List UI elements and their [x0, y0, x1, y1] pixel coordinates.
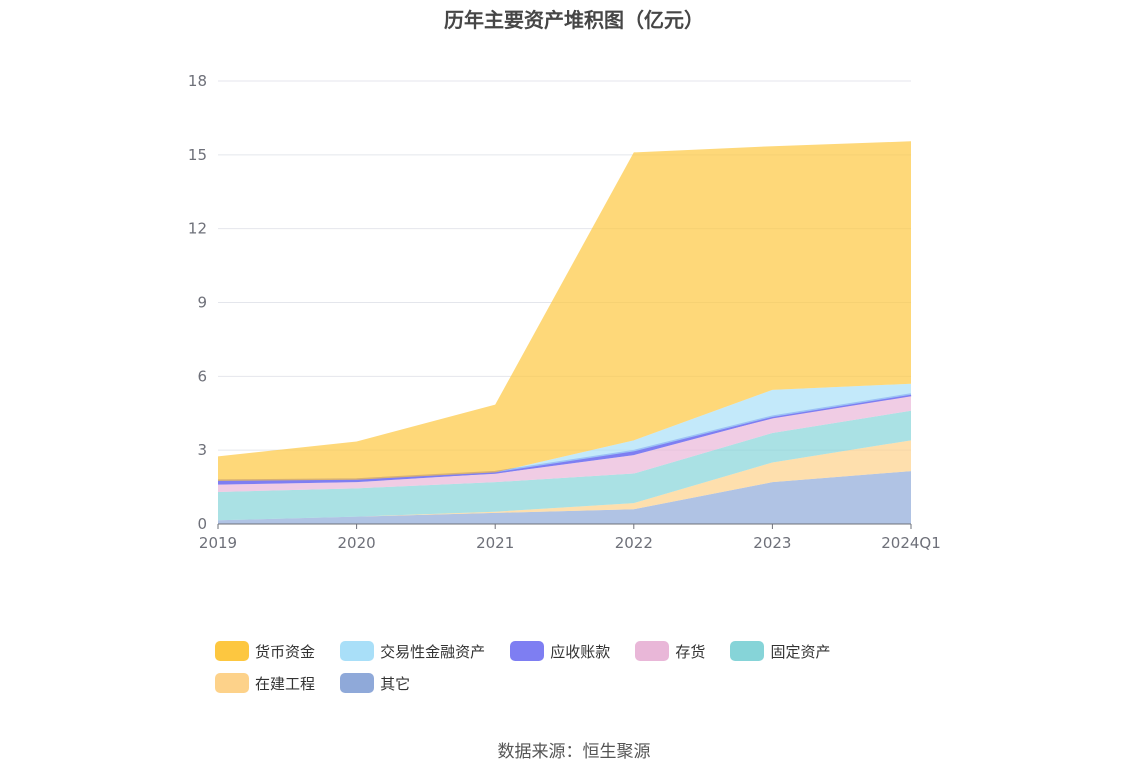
data-source: 数据来源：恒生聚源 [497, 742, 651, 762]
legend-item-zaijian[interactable]: 在建工程 [215, 672, 315, 694]
y-tick-label: 12 [188, 220, 207, 238]
x-tick-label: 2020 [338, 534, 376, 552]
area-series [218, 471, 911, 524]
legend-item-guding[interactable]: 固定资产 [730, 640, 830, 662]
y-tick-label: 18 [188, 72, 207, 90]
area-series [218, 440, 911, 521]
area-series-line [217, 393, 912, 483]
legend-label: 其它 [380, 674, 411, 693]
legend-swatch [215, 673, 249, 693]
legend-swatch [635, 641, 670, 661]
legend-label: 存货 [675, 642, 706, 661]
chart-title: 历年主要资产堆积图（亿元） [444, 8, 704, 32]
legend-swatch [340, 673, 375, 693]
y-tick-label: 9 [197, 294, 207, 312]
x-tick-label: 2021 [476, 534, 514, 552]
area-series [218, 410, 911, 521]
legend-label: 应收账款 [550, 642, 611, 661]
legend-item-qita[interactable]: 其它 [340, 672, 410, 694]
area-series [218, 396, 911, 493]
y-tick-label: 6 [197, 367, 207, 385]
y-tick-label: 3 [197, 441, 207, 459]
x-tick-label: 2024Q1 [881, 534, 941, 552]
x-tick-label: 2023 [753, 534, 791, 552]
legend-label: 在建工程 [255, 674, 316, 693]
y-tick-label: 15 [188, 146, 207, 164]
area-series [218, 383, 911, 481]
legend-item-cunhuo[interactable]: 存货 [635, 640, 705, 662]
legend-swatch [730, 641, 765, 661]
x-tick-label: 2019 [199, 534, 237, 552]
legend-swatch [215, 641, 249, 661]
stacked-area-chart: 0 3 6 9 12 15 18 2019 2020 2021 2022 2023 2024Q1 [188, 72, 941, 552]
legend-label: 固定资产 [770, 642, 831, 661]
legend-label: 货币资金 [255, 642, 316, 661]
legend-item-jiaoyi[interactable]: 交易性金融资产 [340, 640, 485, 662]
legend-label: 交易性金融资产 [380, 642, 486, 661]
chart-legend: 货币资金 交易性金融资产 应收账款 存货 固定资产 在建工程 其它 [215, 640, 975, 704]
legend-item-huobi[interactable]: 货币资金 [215, 640, 315, 662]
legend-swatch [510, 641, 545, 661]
y-tick-label: 0 [197, 515, 207, 533]
legend-swatch [340, 641, 375, 661]
area-series [218, 141, 911, 481]
x-tick-label: 2022 [615, 534, 653, 552]
legend-item-yingshou[interactable]: 应收账款 [510, 640, 610, 662]
